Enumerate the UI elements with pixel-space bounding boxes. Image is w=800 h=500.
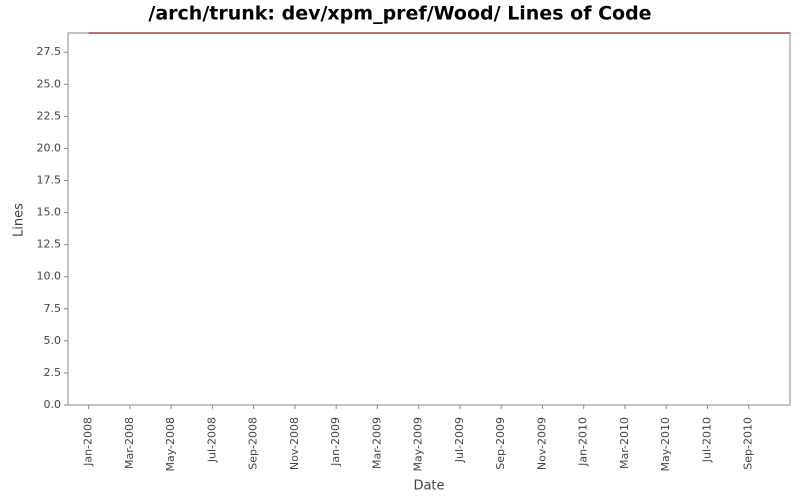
x-tick-label: Nov-2009 <box>535 417 548 470</box>
y-tick-label: 27.5 <box>37 45 62 58</box>
x-tick-label: Sep-2009 <box>494 417 507 470</box>
x-tick-label: Sep-2008 <box>247 417 260 470</box>
x-tick-label: Mar-2009 <box>370 417 383 469</box>
x-tick-label: May-2010 <box>659 417 672 472</box>
x-tick-label: Jan-2010 <box>577 417 590 467</box>
x-tick-label: Jan-2009 <box>329 417 342 467</box>
y-tick-label: 10.0 <box>37 270 62 283</box>
y-tick-label: 0.0 <box>44 398 62 411</box>
y-tick-label: 17.5 <box>37 174 62 187</box>
x-tick-label: Sep-2010 <box>742 417 755 470</box>
x-tick-label: Jul-2009 <box>453 417 466 463</box>
x-tick-label: Jan-2008 <box>82 417 95 467</box>
x-tick-label: May-2009 <box>412 417 425 472</box>
y-axis-label: Lines <box>12 203 27 237</box>
y-tick-label: 22.5 <box>37 109 62 122</box>
x-tick-label: Mar-2010 <box>618 417 631 469</box>
y-tick-label: 2.5 <box>44 366 62 379</box>
plot-area <box>67 32 791 406</box>
y-tick-label: 25.0 <box>37 77 62 90</box>
x-tick-label: Mar-2008 <box>123 417 136 469</box>
x-tick-label: Nov-2008 <box>288 417 301 470</box>
x-tick-label: Jul-2008 <box>205 417 218 463</box>
x-tick-label: May-2008 <box>164 417 177 472</box>
chart-title: /arch/trunk: dev/xpm_pref/Wood/ Lines of… <box>148 3 651 25</box>
y-tick-label: 20.0 <box>37 141 62 154</box>
x-axis-label: Date <box>413 479 444 494</box>
y-tick-label: 15.0 <box>37 206 62 219</box>
y-tick-label: 5.0 <box>44 334 62 347</box>
y-tick-label: 12.5 <box>37 238 62 251</box>
y-tick-label: 7.5 <box>44 302 62 315</box>
x-tick-label: Jul-2010 <box>700 417 713 463</box>
